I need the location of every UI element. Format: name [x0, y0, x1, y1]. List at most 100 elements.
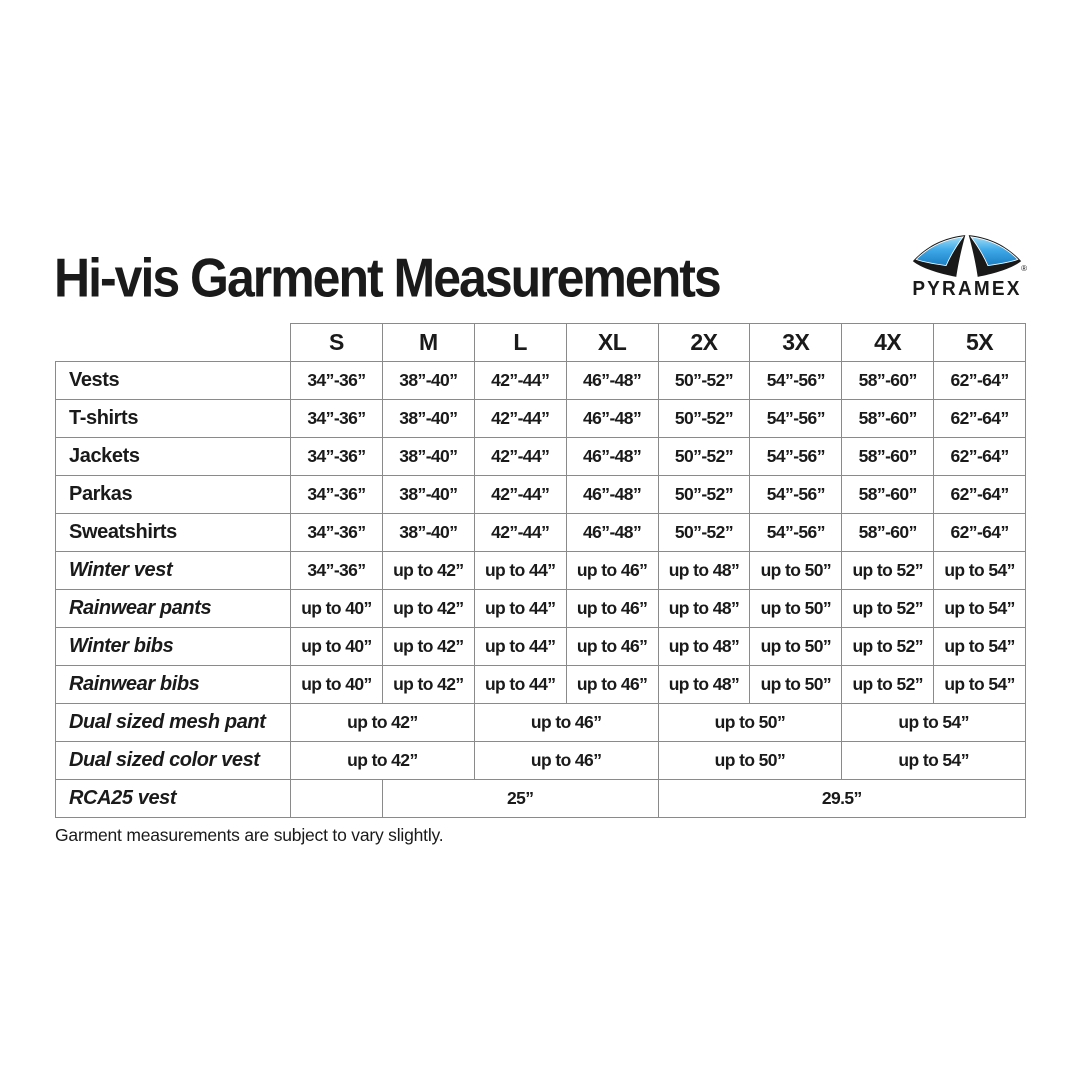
- measurement-cell: up to 48”: [657, 665, 751, 704]
- measurement-cell: 29.5”: [657, 779, 1026, 818]
- measurement-cell: 42”-44”: [473, 475, 567, 514]
- measurement-cell: [290, 779, 383, 818]
- measurement-cell: 34”-36”: [290, 475, 383, 514]
- brand-wordmark: PYRAMEX: [912, 278, 1022, 301]
- measurement-cell: 54”-56”: [749, 437, 843, 476]
- measurement-cell: 38”-40”: [381, 361, 475, 400]
- measurement-cell: up to 46”: [565, 627, 659, 666]
- row-label: Vests: [55, 361, 291, 400]
- measurement-cell: 54”-56”: [749, 513, 843, 552]
- measurement-cell: 58”-60”: [841, 399, 935, 438]
- size-header: S: [290, 323, 383, 362]
- measurement-cell: up to 46”: [565, 665, 659, 704]
- measurement-cell: 42”-44”: [473, 513, 567, 552]
- row-label: Dual sized mesh pant: [55, 703, 291, 742]
- measurement-cell: 42”-44”: [473, 361, 567, 400]
- measurement-cell: 46”-48”: [565, 513, 659, 552]
- footnote: Garment measurements are subject to vary…: [55, 825, 444, 845]
- table-row: Winter bibs up to 40” up to 42” up to 44” up…: [55, 627, 1026, 666]
- measurement-cell: up to 46”: [565, 589, 659, 628]
- measurement-cell: 62”-64”: [933, 361, 1026, 400]
- measurement-cell: 25”: [381, 779, 659, 818]
- table-row: Sweatshirts 34”-36” 38”-40” 42”-44” 46”-48” 5…: [55, 513, 1026, 552]
- measurement-cell: 50”-52”: [657, 361, 751, 400]
- measurement-cell: up to 42”: [381, 589, 475, 628]
- measurement-cell: 38”-40”: [381, 399, 475, 438]
- row-label: Parkas: [55, 475, 291, 514]
- measurement-cell: 34”-36”: [290, 551, 383, 590]
- measurements-table-wrap: S M L XL 2X 3X 4X 5X Vests 34”-36” 38”-40” 42”-44”…: [55, 323, 1026, 818]
- measurement-cell: up to 54”: [933, 665, 1026, 704]
- measurement-cell: up to 48”: [657, 589, 751, 628]
- table-row: RCA25 vest 25” 29.5”: [55, 779, 1026, 818]
- measurement-cell: up to 44”: [473, 589, 567, 628]
- measurement-cell: up to 42”: [381, 665, 475, 704]
- measurement-cell: 62”-64”: [933, 475, 1026, 514]
- measurement-cell: 38”-40”: [381, 513, 475, 552]
- row-label: RCA25 vest: [55, 779, 291, 818]
- table-row: Rainwear bibs up to 40” up to 42” up to 44”…: [55, 665, 1026, 704]
- row-label: Rainwear bibs: [55, 665, 291, 704]
- measurement-cell: up to 42”: [381, 551, 475, 590]
- row-label: Winter bibs: [55, 627, 291, 666]
- row-label: Sweatshirts: [55, 513, 291, 552]
- measurement-cell: 50”-52”: [657, 437, 751, 476]
- measurement-cell: 58”-60”: [841, 437, 935, 476]
- measurement-cell: up to 50”: [749, 589, 843, 628]
- measurement-cell: up to 54”: [933, 551, 1026, 590]
- measurement-cell: up to 52”: [841, 551, 935, 590]
- registered-trademark: ®: [1021, 264, 1027, 273]
- measurement-cell: 62”-64”: [933, 399, 1026, 438]
- size-header: 5X: [933, 323, 1026, 362]
- measurement-cell: up to 46”: [473, 741, 659, 780]
- measurement-cell: 42”-44”: [473, 437, 567, 476]
- size-header: 4X: [841, 323, 935, 362]
- table-row: Dual sized color vest up to 42” up to 46” u…: [55, 741, 1026, 780]
- measurement-cell: up to 46”: [565, 551, 659, 590]
- pyramex-pyramid-icon: [912, 235, 1022, 277]
- measurement-cell: 50”-52”: [657, 475, 751, 514]
- measurement-cell: 50”-52”: [657, 399, 751, 438]
- table-body: Vests 34”-36” 38”-40” 42”-44” 46”-48” 50”-52”…: [55, 361, 1026, 818]
- measurement-cell: 58”-60”: [841, 513, 935, 552]
- measurement-cell: up to 48”: [657, 627, 751, 666]
- measurement-cell: 58”-60”: [841, 361, 935, 400]
- measurement-cell: up to 44”: [473, 627, 567, 666]
- table-row: Parkas 34”-36” 38”-40” 42”-44” 46”-48” 50”-52…: [55, 475, 1026, 514]
- measurement-cell: up to 52”: [841, 589, 935, 628]
- measurement-cell: up to 50”: [749, 627, 843, 666]
- measurement-cell: 50”-52”: [657, 513, 751, 552]
- page-title: Hi-vis Garment Measurements: [54, 247, 722, 309]
- table-row: Jackets 34”-36” 38”-40” 42”-44” 46”-48” 50”-5…: [55, 437, 1026, 476]
- measurement-cell: up to 52”: [841, 627, 935, 666]
- table-row: Vests 34”-36” 38”-40” 42”-44” 46”-48” 50”-52”…: [55, 361, 1026, 400]
- measurement-cell: up to 52”: [841, 665, 935, 704]
- row-label: Winter vest: [55, 551, 291, 590]
- measurement-cell: up to 42”: [290, 741, 475, 780]
- row-label: Dual sized color vest: [55, 741, 291, 780]
- row-label: T-shirts: [55, 399, 291, 438]
- measurement-cell: 62”-64”: [933, 437, 1026, 476]
- measurement-cell: up to 40”: [290, 627, 383, 666]
- measurement-cell: up to 40”: [290, 589, 383, 628]
- measurement-cell: up to 50”: [657, 703, 843, 742]
- measurement-cell: up to 54”: [933, 589, 1026, 628]
- measurement-cell: 38”-40”: [381, 475, 475, 514]
- measurement-cell: up to 48”: [657, 551, 751, 590]
- measurement-cell: up to 46”: [473, 703, 659, 742]
- measurement-cell: 34”-36”: [290, 399, 383, 438]
- row-label: Rainwear pants: [55, 589, 291, 628]
- measurement-cell: up to 42”: [381, 627, 475, 666]
- measurement-cell: up to 54”: [933, 627, 1026, 666]
- measurement-cell: up to 44”: [473, 665, 567, 704]
- measurement-cell: 62”-64”: [933, 513, 1026, 552]
- row-label: Jackets: [55, 437, 291, 476]
- measurement-cell: up to 54”: [841, 741, 1026, 780]
- measurement-cell: 34”-36”: [290, 513, 383, 552]
- measurement-cell: 46”-48”: [565, 475, 659, 514]
- size-header: XL: [565, 323, 659, 362]
- size-header-row: S M L XL 2X 3X 4X 5X: [56, 323, 1026, 362]
- pyramex-logo: ® PYRAMEX: [901, 234, 1033, 300]
- measurement-cell: up to 54”: [841, 703, 1026, 742]
- table-row: Rainwear pants up to 40” up to 42” up to 44…: [55, 589, 1026, 628]
